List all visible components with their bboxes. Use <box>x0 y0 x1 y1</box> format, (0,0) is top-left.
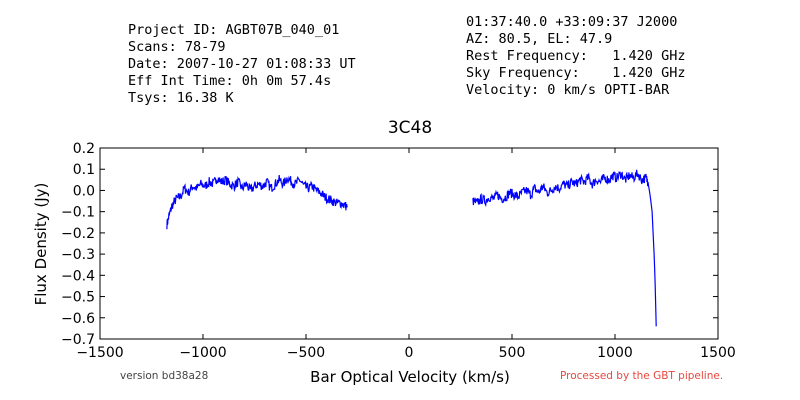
y-tick-label: −0.2 <box>61 226 95 242</box>
plot-frame <box>99 147 719 340</box>
header-right-info: 01:37:40.0 +33:09:37 J2000 AZ: 80.5, EL: … <box>466 14 685 99</box>
header-line: Rest Frequency: 1.420 GHz <box>466 48 686 64</box>
x-tick-label: 1000 <box>597 345 633 361</box>
chart-title: 3C48 <box>388 118 432 138</box>
y-tick-label: −0.7 <box>61 332 95 348</box>
y-axis-label: Flux Density (Jy) <box>32 183 50 306</box>
processed-label: Processed by the GBT pipeline. <box>560 370 724 382</box>
y-tick-label: 0.1 <box>73 162 95 178</box>
x-tick-label: 500 <box>499 345 526 361</box>
header-line: Velocity: 0 km/s OPTI-BAR <box>466 82 670 98</box>
version-label: version bd38a28 <box>120 370 209 382</box>
x-tick-label: 0 <box>405 345 414 361</box>
series-group <box>166 169 657 327</box>
x-tick-label: −500 <box>287 345 325 361</box>
header-line: Date: 2007-10-27 01:08:33 UT <box>128 56 356 72</box>
header-line: Scans: 78-79 <box>128 39 226 55</box>
y-tick-label: 0.2 <box>73 141 95 157</box>
y-tick-label: −0.4 <box>61 268 95 284</box>
x-tick-label: 1500 <box>700 345 736 361</box>
header-line: Sky Frequency: 1.420 GHz <box>466 65 686 81</box>
x-tick-label: −1000 <box>179 345 226 361</box>
header-line: Tsys: 16.38 K <box>128 90 234 106</box>
y-tick-label: −0.1 <box>61 205 95 221</box>
x-tick-label: −1500 <box>76 345 123 361</box>
header-line: Project ID: AGBT07B_040_01 <box>128 22 340 38</box>
y-tick-label: 0.0 <box>73 183 95 199</box>
header-line: Eff Int Time: 0h 0m 57.4s <box>128 73 332 89</box>
axis-ticks: −1500 −1000 −500 0 500 1000 1500 0.2 0.1 0.0 −0.1 −… <box>61 141 736 361</box>
y-tick-label: −0.3 <box>61 247 95 263</box>
header-line: 01:37:40.0 +33:09:37 J2000 <box>466 14 678 30</box>
header-line: AZ: 80.5, EL: 47.9 <box>466 31 613 47</box>
header-left-info: Project ID: AGBT07B_040_01 Scans: 78-79 Da… <box>128 22 356 107</box>
x-axis-label: Bar Optical Velocity (km/s) <box>310 368 510 386</box>
y-tick-label: −0.5 <box>61 290 95 306</box>
y-tick-label: −0.6 <box>61 311 95 327</box>
series-line-right <box>472 169 657 327</box>
series-line-left <box>166 175 348 230</box>
